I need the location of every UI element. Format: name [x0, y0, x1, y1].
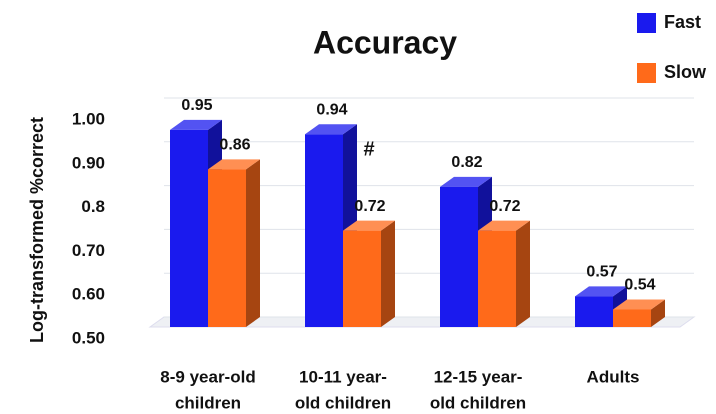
x-tick-label: Adults — [587, 367, 640, 386]
bar — [343, 230, 381, 327]
value-label: 0.54 — [624, 277, 655, 294]
y-tick-label: 0.8 — [81, 197, 105, 216]
y-tick-label: 0.70 — [72, 241, 105, 260]
bar-top — [343, 220, 395, 231]
bar-top — [478, 220, 530, 231]
value-label: 0.82 — [451, 154, 482, 171]
bar-top — [208, 159, 260, 170]
legend-swatch — [637, 13, 656, 33]
value-label: 0.72 — [354, 198, 385, 215]
legend-label: Fast — [664, 12, 701, 32]
bar-top — [305, 124, 357, 135]
bar — [305, 134, 343, 327]
y-tick-label: 0.60 — [72, 285, 105, 304]
chart-title: Accuracy — [313, 24, 457, 60]
bar-top — [440, 176, 492, 187]
bar-top — [613, 299, 665, 310]
value-label: 0.57 — [586, 264, 617, 281]
x-tick-label: old children — [295, 393, 391, 412]
value-label: 0.95 — [181, 97, 212, 114]
bar — [575, 296, 613, 327]
bar-side — [381, 220, 395, 327]
bar-side — [651, 299, 665, 327]
x-tick-label: 12-15 year- — [434, 367, 523, 386]
bar — [208, 169, 246, 327]
bar-side — [246, 159, 260, 327]
x-tick-label: 10-11 year- — [299, 367, 387, 386]
bar — [170, 129, 208, 327]
bar — [478, 230, 516, 327]
bar-top — [170, 119, 222, 130]
legend-swatch — [637, 63, 656, 83]
annotation: # — [363, 138, 374, 160]
y-axis-label: Log-transformed %correct — [27, 117, 47, 343]
value-label: 0.94 — [316, 101, 347, 118]
x-tick-label: old children — [430, 393, 526, 412]
bar — [613, 309, 651, 327]
bar — [440, 186, 478, 327]
legend-label: Slow — [664, 62, 707, 82]
y-tick-label: 0.90 — [72, 153, 105, 172]
value-label: 0.86 — [219, 137, 250, 154]
value-label: 0.72 — [489, 198, 520, 215]
bar-top — [575, 286, 627, 297]
y-tick-label: 1.00 — [72, 109, 105, 128]
bar-side — [516, 220, 530, 327]
x-tick-label: 8-9 year-old — [160, 367, 255, 386]
y-tick-label: 0.50 — [72, 328, 105, 347]
x-tick-label: children — [175, 393, 241, 412]
